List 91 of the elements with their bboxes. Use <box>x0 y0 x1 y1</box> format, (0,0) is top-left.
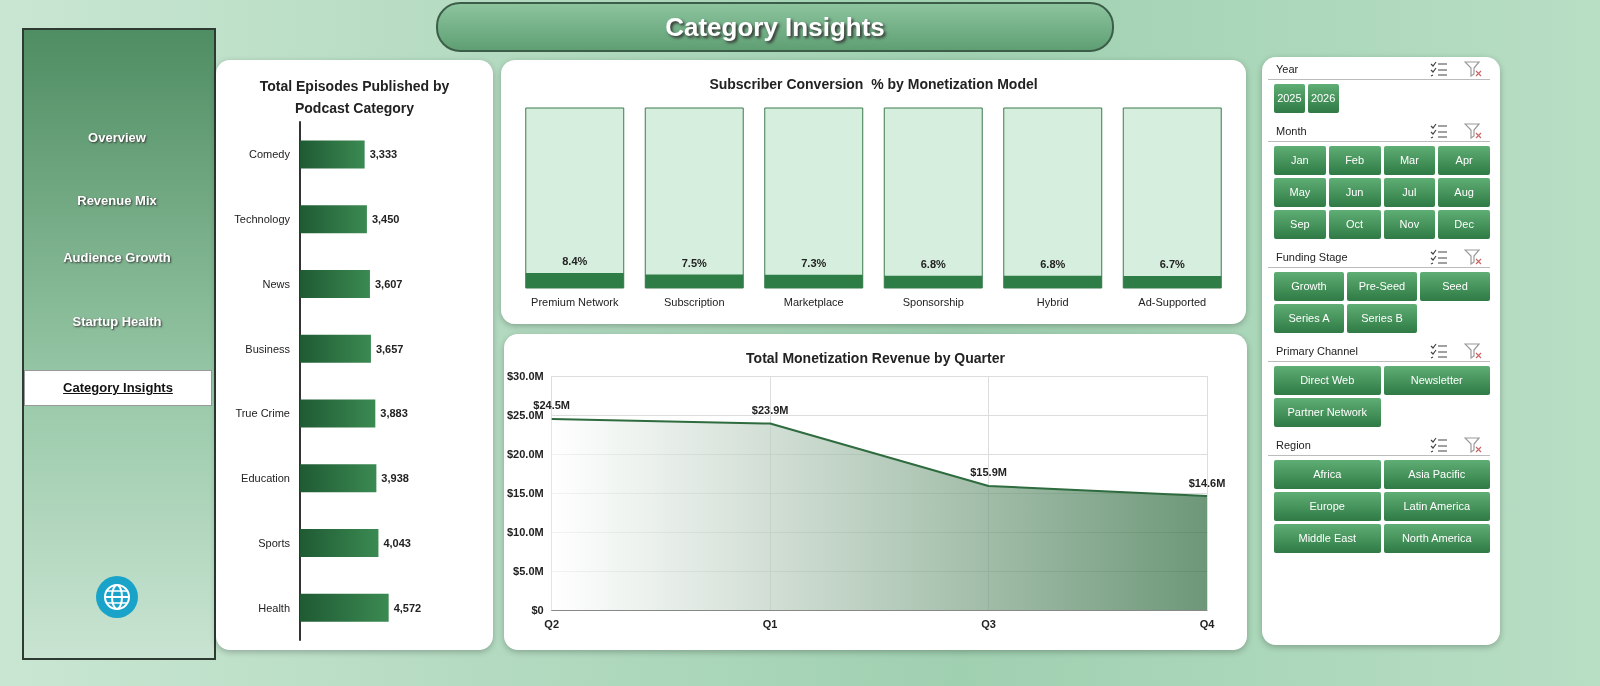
x-tick-label: Q4 <box>1199 617 1216 630</box>
y-tick-label: Comedy <box>249 148 291 161</box>
y-tick-label: $10.0M <box>506 526 544 538</box>
text: 2026 <box>1307 84 1339 113</box>
y-tick-label: Business <box>245 342 291 355</box>
text: Direct Web <box>1274 366 1381 395</box>
data-label: 6.8% <box>1040 258 1066 271</box>
text: Startup Health <box>71 314 163 329</box>
text: Seed <box>1420 272 1490 301</box>
text: Overview <box>87 130 147 145</box>
text: Partner Network <box>1274 398 1381 427</box>
data-label: 6.8% <box>920 258 946 271</box>
text: Jun <box>1328 178 1381 207</box>
y-tick-label: Technology <box>234 213 291 226</box>
bar <box>300 528 379 557</box>
text: Latin America <box>1383 492 1490 521</box>
data-label: 6.7% <box>1159 258 1185 271</box>
x-tick-label: Q1 <box>762 617 778 630</box>
bar <box>300 269 370 298</box>
text: Category Insights <box>24 370 212 406</box>
text: Dec <box>1438 210 1490 239</box>
text: Feb <box>1328 146 1381 175</box>
data-label: 4,572 <box>393 601 422 614</box>
text: Africa <box>1274 460 1381 489</box>
x-tick-label: Q2 <box>544 617 560 630</box>
chart-title: Total Episodes Published by Podcast Category <box>259 78 450 116</box>
text: Funding Stage <box>1276 251 1349 263</box>
text: Primary Channel <box>1276 345 1359 357</box>
y-tick-label: Education <box>241 472 290 485</box>
text: Europe <box>1274 492 1381 521</box>
data-label: $23.9M <box>751 404 789 417</box>
data-label: 3,333 <box>369 148 398 161</box>
text: 2025 <box>1274 84 1305 113</box>
y-tick-label: Health <box>258 601 290 614</box>
text: Category Insights <box>436 2 1114 52</box>
bar <box>300 399 376 428</box>
text: Series B <box>1347 304 1417 333</box>
data-label: $14.6M <box>1188 476 1226 489</box>
y-tick-label: News <box>262 277 291 290</box>
data-label: 3,938 <box>381 472 409 485</box>
x-tick-label: Subscription <box>663 295 725 308</box>
y-tick-label: True Crime <box>235 407 290 420</box>
bar <box>300 140 365 169</box>
x-tick-label: Premium Network <box>531 295 619 308</box>
bar <box>300 205 367 234</box>
y-tick-label: $5.0M <box>513 565 544 577</box>
y-tick-label: Sports <box>258 536 291 549</box>
data-label: 3,450 <box>371 213 400 226</box>
y-tick-label: $15.0M <box>506 487 544 499</box>
text: Apr <box>1438 146 1490 175</box>
text: Pre-Seed <box>1347 272 1417 301</box>
chart-title: Total Monetization Revenue by Quarter <box>746 350 1006 366</box>
text: Mar <box>1383 146 1436 175</box>
text: Month <box>1276 125 1308 137</box>
text: Jul <box>1383 178 1436 207</box>
text: Series A <box>1274 304 1344 333</box>
data-label: 3,657 <box>375 342 404 355</box>
text: Year <box>1276 63 1300 75</box>
text: Growth <box>1274 272 1344 301</box>
data-label: $15.9M <box>970 466 1007 479</box>
text: Region <box>1276 439 1312 451</box>
y-tick-label: $30.0M <box>506 370 544 382</box>
text: North America <box>1383 524 1490 553</box>
text: Oct <box>1328 210 1381 239</box>
text: Asia Pacific <box>1383 460 1490 489</box>
x-tick-label: Marketplace <box>783 295 844 308</box>
data-label: 8.4% <box>562 255 588 268</box>
text: May <box>1274 178 1326 207</box>
data-label: 3,607 <box>374 277 403 290</box>
data-label: 7.3% <box>801 257 827 270</box>
data-label: 4,043 <box>383 536 411 549</box>
chart-title: Subscriber Conversion % by Monetization Model <box>709 76 1038 92</box>
y-tick-label: $0 <box>531 604 544 616</box>
text: Sep <box>1274 210 1326 239</box>
x-tick-label: Sponsorship <box>902 295 964 308</box>
data-label: 7.5% <box>681 257 707 269</box>
text: Newsletter <box>1383 366 1490 395</box>
bar <box>300 593 389 622</box>
y-tick-label: $20.0M <box>506 448 544 460</box>
data-label: 3,883 <box>380 407 408 420</box>
text: Audience Growth <box>62 250 172 265</box>
x-tick-label: Ad-Supported <box>1138 295 1207 308</box>
text: Middle East <box>1274 524 1381 553</box>
x-tick-label: Hybrid <box>1036 295 1069 308</box>
text: Jan <box>1274 146 1326 175</box>
text: Aug <box>1438 178 1490 207</box>
text: Nov <box>1383 210 1436 239</box>
bar <box>300 464 377 493</box>
bar <box>300 334 371 363</box>
text: Revenue Mix <box>76 193 158 208</box>
x-tick-label: Q3 <box>981 617 996 630</box>
